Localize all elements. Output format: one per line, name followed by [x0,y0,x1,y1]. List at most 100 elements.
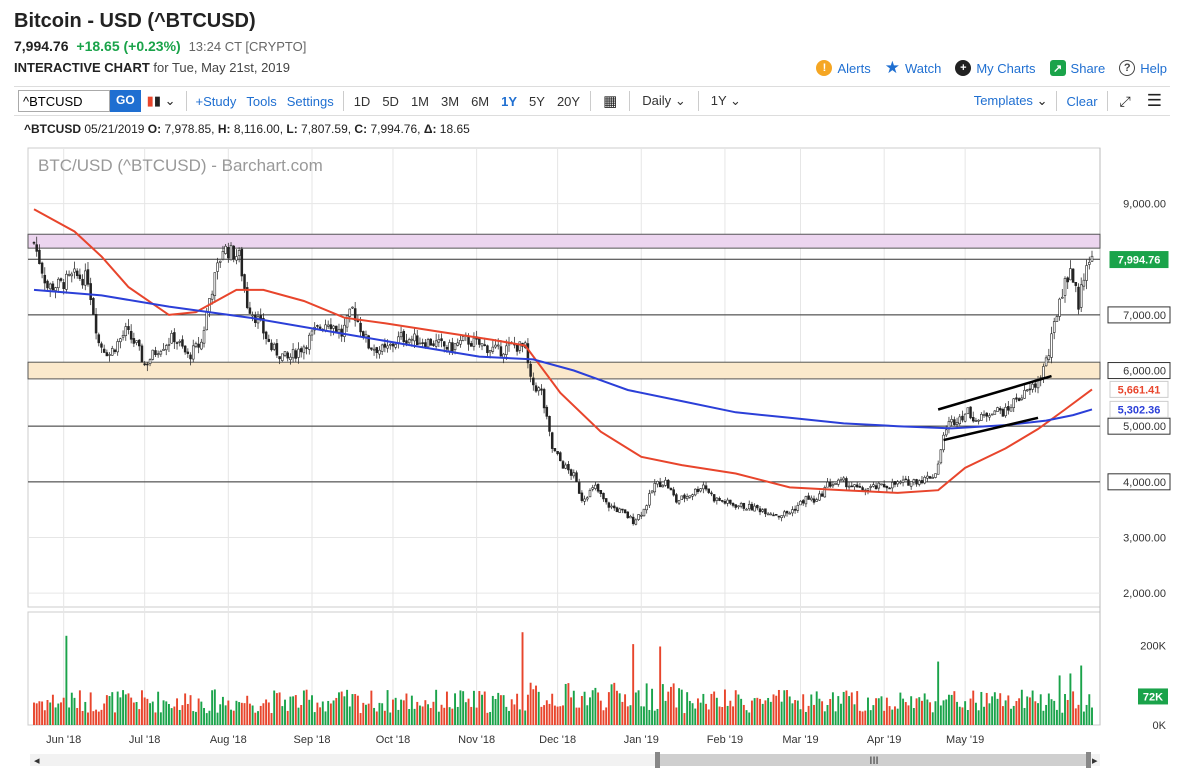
candle [1001,407,1005,417]
volume-bar [613,682,616,725]
settings-button[interactable]: Settings [286,93,334,109]
volume-bar [138,709,141,725]
volume-bar [302,690,305,725]
candle-body [518,341,522,351]
volume-bar [680,689,683,725]
scrollbar[interactable]: III ◂ ▸ [30,752,1100,768]
candle [229,242,233,261]
volume-bar [54,707,57,725]
volume-bar [791,703,794,725]
candle [399,326,403,340]
alerts-button[interactable]: ! Alerts [816,60,871,76]
candle-body [348,308,352,317]
candle [926,471,929,483]
volume-bar [1064,694,1066,725]
volume-bar [942,700,945,725]
volume-bar [141,690,143,725]
price-chart[interactable]: BTC/USD (^BTCUSD) - Barchart.com 9,000.0… [0,140,1183,775]
period-1d[interactable]: 1D [353,93,371,109]
volume-bar [551,693,554,725]
candle-body [966,407,970,415]
clear-button[interactable]: Clear [1066,93,1098,109]
help-button[interactable]: ? Help [1119,60,1167,76]
templates-dropdown[interactable]: Templates ⌄ [969,93,1053,109]
go-button[interactable]: GO [110,90,141,112]
candle-body [51,283,55,291]
candle-body [839,479,843,481]
study-button[interactable]: +Study [195,93,237,109]
candle-body [653,483,657,493]
calendar-icon[interactable]: ▦ [603,93,618,110]
candle [575,470,578,482]
volume-bar [1085,704,1088,725]
candle [154,346,157,358]
volume-bar [777,689,780,725]
chart-type-dropdown[interactable]: ▮▮ ⌄ [146,93,176,108]
candle-body [200,341,203,350]
period-1m[interactable]: 1M [410,93,430,109]
period-3m[interactable]: 3M [441,93,460,109]
menu-icon[interactable]: ☰ [1146,91,1162,110]
candle-body [229,245,233,261]
volume-bar [599,700,602,725]
candle-body [623,509,627,514]
candle [586,496,589,502]
candle-body [227,247,230,259]
volume-bar [213,689,216,725]
volume-bar [737,694,740,725]
candle-body [726,499,729,504]
volume-bar [167,704,170,725]
period-1y[interactable]: 1Y [501,93,518,109]
candle-body [642,508,646,517]
volume-bar [969,698,972,725]
candle-body [826,481,829,488]
volume-bar [87,712,89,725]
candle-body [1044,357,1048,367]
candle-body [801,500,805,504]
volume-bar [780,701,783,725]
candle-body [59,278,63,281]
volume-bar [181,705,184,725]
symbol-input[interactable] [18,90,110,112]
ma200-line [33,288,1093,430]
volume-bar [570,697,573,725]
volume-bar [605,707,608,725]
candle-body [380,344,384,352]
candle [262,313,265,340]
volume-bar [553,705,556,725]
candle-body [62,282,65,289]
volume-bar [413,708,416,725]
candle-body [640,514,643,517]
volume-bar [451,708,454,725]
tools-button[interactable]: Tools [246,93,277,109]
volume-bar [645,683,648,725]
candle-body [156,353,160,356]
period-5d[interactable]: 5D [382,93,399,109]
volume-bar [923,693,926,725]
candle [958,413,962,426]
share-button[interactable]: ↗ Share [1049,60,1105,76]
watch-button[interactable]: ★ Watch [885,58,942,78]
range-dropdown[interactable]: 1Y ⌄ [703,93,749,109]
period-20y[interactable]: 20Y [556,93,581,109]
volume-bar [904,702,907,725]
candle [893,481,897,488]
candle [766,512,770,516]
chevron-down-icon: ⌄ [164,93,176,108]
expand-icon[interactable]: ⤢ [1119,92,1131,109]
candle [159,349,163,357]
period-6m[interactable]: 6M [471,93,490,109]
candle-body [505,345,508,355]
period-5y[interactable]: 5Y [529,93,545,109]
candle-body [872,484,875,487]
candle [1090,250,1094,262]
candle [267,334,271,343]
my-charts-button[interactable]: + My Charts [955,60,1036,76]
interval-dropdown[interactable]: Daily ⌄ [634,93,693,109]
ohlc-delta: 18.65 [439,122,470,136]
candle-body [308,334,311,350]
volume-bar [1004,700,1007,725]
volume-bar [505,706,508,725]
candle-body [240,248,244,277]
alerts-label: Alerts [837,60,871,76]
